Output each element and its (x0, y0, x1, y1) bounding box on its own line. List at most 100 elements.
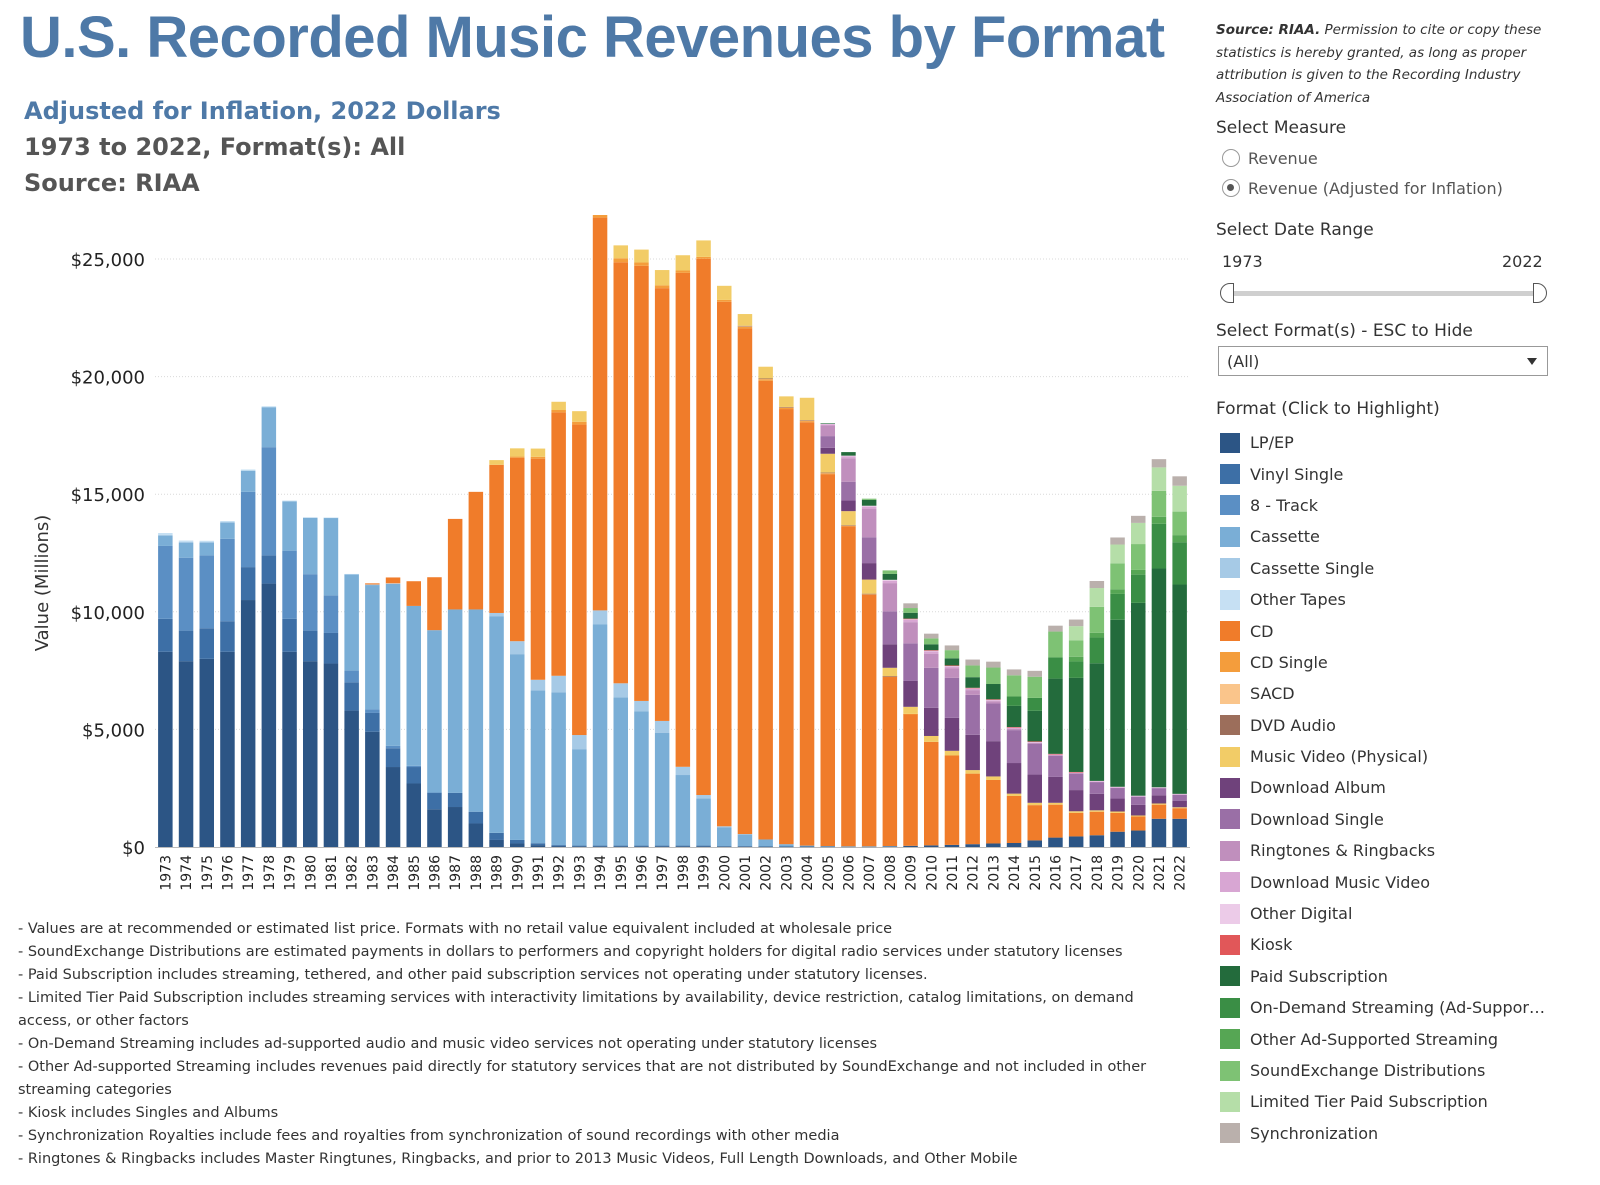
bar-segment[interactable] (1006, 727, 1022, 728)
bar-segment[interactable] (1172, 793, 1187, 795)
bar-segment[interactable] (572, 411, 587, 422)
bar-segment[interactable] (986, 843, 1001, 847)
bar-segment[interactable] (1151, 788, 1167, 796)
bar-segment[interactable] (303, 630, 318, 662)
legend-item[interactable]: CD Single (1220, 647, 1550, 678)
legend-item[interactable]: Cassette Single (1220, 553, 1550, 584)
bar-segment[interactable] (220, 521, 235, 523)
bar-segment[interactable] (696, 846, 711, 847)
bar-segment[interactable] (1131, 515, 1146, 523)
bar-segment[interactable] (1089, 835, 1105, 847)
bar-segment[interactable] (613, 245, 629, 259)
bar-segment[interactable] (510, 843, 525, 847)
bar-segment[interactable] (779, 846, 794, 848)
bar-segment[interactable] (1068, 771, 1084, 773)
bar-segment[interactable] (675, 270, 691, 273)
legend-item[interactable]: 8 - Track (1220, 490, 1550, 521)
legend-item[interactable]: Other Ad-Supported Streaming (1220, 1023, 1550, 1054)
bar-segment[interactable] (551, 410, 566, 413)
bar-segment[interactable] (861, 593, 877, 595)
bar-segment[interactable] (1068, 773, 1084, 791)
legend-item[interactable]: SoundExchange Distributions (1220, 1055, 1550, 1086)
bar-segment[interactable] (924, 741, 939, 846)
radio-revenue-adjusted[interactable]: Revenue (Adjusted for Inflation) (1222, 176, 1503, 200)
bar-segment[interactable] (158, 651, 173, 847)
bar-segment[interactable] (841, 525, 856, 526)
legend-item[interactable]: Download Album (1220, 772, 1550, 803)
bar-segment[interactable] (1172, 584, 1187, 794)
bar-segment[interactable] (965, 687, 980, 689)
bar-segment[interactable] (944, 750, 960, 756)
bar-segment[interactable] (717, 826, 732, 828)
bar-segment[interactable] (1006, 696, 1022, 706)
bar-segment[interactable] (799, 420, 815, 422)
bar-segment[interactable] (385, 745, 401, 749)
bar-segment[interactable] (1172, 794, 1187, 801)
bar-segment[interactable] (634, 700, 649, 712)
bar-segment[interactable] (924, 650, 939, 652)
bar-segment[interactable] (965, 770, 980, 774)
bar-segment[interactable] (1068, 836, 1084, 847)
bar-segment[interactable] (1131, 795, 1146, 797)
bar-segment[interactable] (220, 522, 235, 539)
bar-segment[interactable] (1027, 741, 1043, 742)
bar-segment[interactable] (572, 749, 587, 846)
bar-segment[interactable] (820, 473, 836, 474)
bar-segment[interactable] (779, 407, 794, 410)
bar-segment[interactable] (820, 423, 836, 424)
bar-segment[interactable] (675, 846, 691, 847)
bar-segment[interactable] (530, 690, 546, 844)
bar-segment[interactable] (1172, 808, 1187, 819)
bar-segment[interactable] (1027, 697, 1043, 711)
bar-segment[interactable] (489, 839, 504, 847)
bar-segment[interactable] (965, 694, 980, 735)
bar-segment[interactable] (1068, 812, 1084, 837)
bar-segment[interactable] (1089, 782, 1105, 794)
bar-segment[interactable] (675, 255, 691, 271)
bar-segment[interactable] (820, 453, 836, 473)
bar-segment[interactable] (1110, 593, 1125, 620)
bar-segment[interactable] (1089, 781, 1105, 782)
bar-segment[interactable] (1131, 602, 1146, 796)
bar-segment[interactable] (820, 425, 836, 437)
bar-segment[interactable] (1027, 774, 1043, 803)
bar-segment[interactable] (344, 682, 359, 711)
bar-segment[interactable] (737, 328, 753, 835)
bar-segment[interactable] (199, 555, 215, 629)
bar-segment[interactable] (240, 600, 256, 847)
bar-segment[interactable] (1048, 755, 1063, 777)
bar-segment[interactable] (199, 542, 215, 556)
bar-segment[interactable] (634, 711, 649, 846)
legend-item[interactable]: Vinyl Single (1220, 458, 1550, 489)
bar-segment[interactable] (489, 616, 504, 833)
bar-segment[interactable] (427, 809, 442, 847)
bar-segment[interactable] (861, 537, 877, 564)
bar-segment[interactable] (634, 846, 649, 847)
radio-revenue[interactable]: Revenue (1222, 146, 1318, 170)
slider-end-handle[interactable] (1533, 283, 1547, 303)
bar-segment[interactable] (986, 661, 1001, 668)
bar-segment[interactable] (737, 834, 753, 847)
bar-segment[interactable] (220, 538, 235, 622)
bar-segment[interactable] (323, 517, 339, 596)
bar-segment[interactable] (986, 776, 1001, 780)
bar-segment[interactable] (903, 618, 918, 620)
bar-segment[interactable] (551, 675, 566, 693)
legend-item[interactable]: Music Video (Physical) (1220, 741, 1550, 772)
bar-segment[interactable] (779, 406, 794, 408)
bar-segment[interactable] (1048, 678, 1063, 754)
bar-segment[interactable] (1048, 754, 1063, 756)
bar-segment[interactable] (406, 605, 422, 766)
bar-segment[interactable] (820, 424, 836, 426)
legend-item[interactable]: CD (1220, 615, 1550, 646)
bar-segment[interactable] (1006, 795, 1022, 843)
bar-segment[interactable] (178, 661, 194, 847)
legend-item[interactable]: Download Single (1220, 804, 1550, 835)
bar-segment[interactable] (758, 378, 773, 380)
bar-segment[interactable] (1048, 804, 1063, 838)
bar-segment[interactable] (592, 610, 608, 625)
bar-segment[interactable] (365, 731, 380, 847)
bar-segment[interactable] (1089, 780, 1105, 782)
bar-segment[interactable] (572, 735, 587, 750)
bar-segment[interactable] (406, 581, 422, 606)
